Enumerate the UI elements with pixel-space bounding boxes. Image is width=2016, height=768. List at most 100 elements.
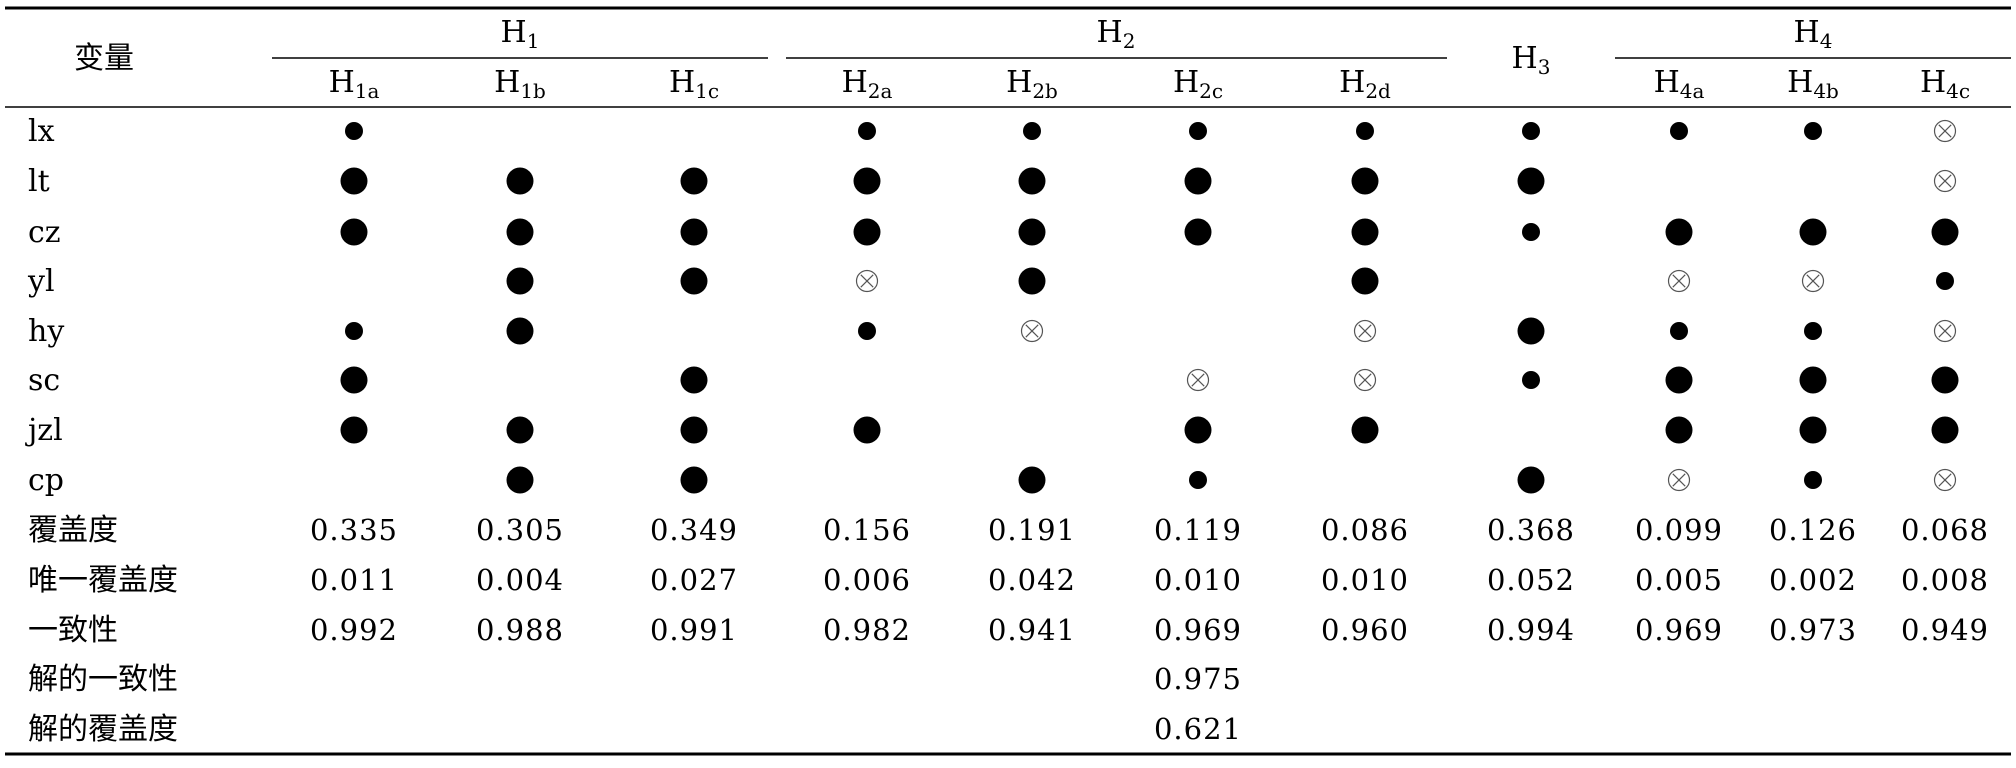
absent-marker-cross xyxy=(1191,373,1205,387)
value-cell: 0.988 xyxy=(476,613,564,647)
absent-condition-marker xyxy=(1933,169,1957,193)
variable-label: yl xyxy=(27,264,55,299)
value-cell: 0.010 xyxy=(1321,563,1409,597)
value-cell: 0.042 xyxy=(988,563,1076,597)
column-header: H2a xyxy=(842,65,893,103)
column-header-main: H xyxy=(1920,65,1946,100)
value-cell: 0.960 xyxy=(1321,613,1409,647)
core-condition-dot xyxy=(680,366,708,394)
value-cell: 0.068 xyxy=(1901,513,1989,547)
absent-marker-ring xyxy=(1667,468,1691,492)
absent-marker-ring xyxy=(1020,319,1044,343)
absent-marker-cross xyxy=(1672,473,1686,487)
table-row: cz xyxy=(28,215,1959,250)
core-condition-dot xyxy=(853,218,881,246)
absent-condition-marker xyxy=(1933,319,1957,343)
peripheral-condition-dot xyxy=(1189,122,1207,140)
value-cell: 0.991 xyxy=(650,613,738,647)
core-condition-dot xyxy=(506,317,534,345)
row-label: 解的覆盖度 xyxy=(28,712,178,747)
column-header-main: H xyxy=(1173,65,1199,100)
value-cell: 0.119 xyxy=(1154,513,1242,547)
core-condition-dot xyxy=(1931,416,1959,444)
table-row: jzl xyxy=(25,413,1959,448)
core-condition-dot xyxy=(1184,218,1212,246)
core-condition-dot xyxy=(1931,218,1959,246)
absent-marker-ring xyxy=(1353,319,1377,343)
column-header: H2c xyxy=(1173,65,1223,103)
peripheral-condition-dot xyxy=(1522,371,1540,389)
absent-marker-ring xyxy=(1186,368,1210,392)
column-header-sub: 4b xyxy=(1813,79,1839,103)
table-row: yl xyxy=(27,264,1954,299)
core-condition-dot xyxy=(680,218,708,246)
row-label: 覆盖度 xyxy=(28,513,118,548)
core-condition-dot xyxy=(1665,218,1693,246)
variable-label: sc xyxy=(28,363,60,398)
absent-condition-marker xyxy=(1667,269,1691,293)
peripheral-condition-dot xyxy=(1023,122,1041,140)
absent-marker-cross xyxy=(1672,274,1686,288)
core-condition-dot xyxy=(506,218,534,246)
coverage-row: 覆盖度 0.335 0.305 0.349 0.156 0.191 0.119 0.086 0.… xyxy=(28,513,1989,548)
core-condition-dot xyxy=(1931,366,1959,394)
column-header-sub: 2d xyxy=(1365,79,1391,103)
solution-value: 0.621 xyxy=(1154,712,1242,746)
absent-marker-ring xyxy=(855,269,879,293)
absent-marker-ring xyxy=(1801,269,1825,293)
column-header-sub: 2a xyxy=(868,79,893,103)
absent-marker-cross xyxy=(1806,274,1820,288)
column-header: H4c xyxy=(1920,65,1970,103)
core-condition-dot xyxy=(1351,167,1379,195)
absent-condition-marker xyxy=(1801,269,1825,293)
group-header-h4: H4 xyxy=(1794,15,1833,53)
peripheral-condition-dot xyxy=(1804,322,1822,340)
value-cell: 0.305 xyxy=(476,513,564,547)
value-cell: 0.027 xyxy=(650,563,738,597)
column-headers: H1a H1b H1c H2a H2b H2c H2d H4a H4b H4c xyxy=(329,65,1970,103)
column-header-main: H xyxy=(329,65,355,100)
core-condition-dot xyxy=(506,167,534,195)
value-cell: 0.969 xyxy=(1635,613,1723,647)
absent-marker-cross xyxy=(860,274,874,288)
value-cell: 0.086 xyxy=(1321,513,1409,547)
core-condition-dot xyxy=(1517,317,1545,345)
absent-marker-cross xyxy=(1025,324,1039,338)
value-cell: 0.156 xyxy=(823,513,911,547)
core-condition-dot xyxy=(1351,416,1379,444)
absent-condition-marker xyxy=(1933,119,1957,143)
column-header: H1c xyxy=(669,65,719,103)
core-condition-dot xyxy=(1799,218,1827,246)
value-cell: 0.368 xyxy=(1487,513,1575,547)
column-header-main: H xyxy=(1787,65,1813,100)
consistency-row: 一致性 0.992 0.988 0.991 0.982 0.941 0.969 0.960 0.… xyxy=(28,613,1988,648)
column-header-main: H xyxy=(1339,65,1365,100)
table-row: lx xyxy=(28,114,1957,149)
variable-label: hy xyxy=(28,314,64,349)
absent-marker-cross xyxy=(1938,174,1952,188)
absent-marker-cross xyxy=(1938,324,1952,338)
column-header-sub: 2b xyxy=(1032,79,1058,103)
row-label: 解的一致性 xyxy=(28,662,178,697)
absent-condition-marker xyxy=(1933,468,1957,492)
value-cell: 0.992 xyxy=(310,613,398,647)
core-condition-dot xyxy=(680,167,708,195)
peripheral-condition-dot xyxy=(1670,122,1688,140)
peripheral-condition-dot xyxy=(345,322,363,340)
table-row: hy xyxy=(28,314,1957,349)
column-header-main: H xyxy=(842,65,868,100)
column-header-sub: 1a xyxy=(355,79,380,103)
absent-marker-cross xyxy=(1358,373,1372,387)
column-header-main: H xyxy=(669,65,695,100)
corner-label: 变量 xyxy=(74,41,134,76)
column-header-main: H xyxy=(494,65,520,100)
column-header: H1b xyxy=(494,65,546,103)
core-condition-dot xyxy=(340,218,368,246)
core-condition-dot xyxy=(340,416,368,444)
peripheral-condition-dot xyxy=(858,322,876,340)
column-header: H1a xyxy=(329,65,380,103)
absent-condition-marker xyxy=(855,269,879,293)
value-cell: 0.191 xyxy=(988,513,1076,547)
value-cell: 0.969 xyxy=(1154,613,1242,647)
